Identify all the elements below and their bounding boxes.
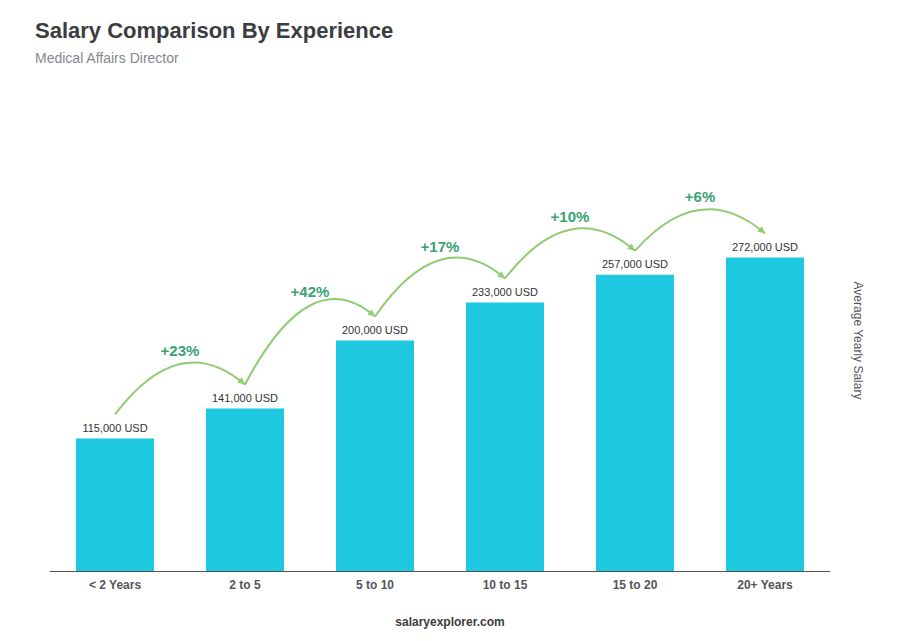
svg-text:+23%: +23% xyxy=(161,342,200,359)
svg-text:salaryexplorer.com: salaryexplorer.com xyxy=(395,615,504,629)
svg-text:233,000 USD: 233,000 USD xyxy=(472,286,538,298)
svg-text:Average Yearly Salary: Average Yearly Salary xyxy=(851,282,865,400)
svg-text:272,000 USD: 272,000 USD xyxy=(732,241,798,253)
svg-text:141,000 USD: 141,000 USD xyxy=(212,392,278,404)
svg-text:+17%: +17% xyxy=(421,238,460,255)
svg-text:Medical Affairs Director: Medical Affairs Director xyxy=(35,50,179,66)
svg-text:+42%: +42% xyxy=(291,283,330,300)
svg-text:< 2 Years: < 2 Years xyxy=(89,578,141,592)
svg-text:Salary Comparison By Experienc: Salary Comparison By Experience xyxy=(35,18,393,43)
svg-text:20+ Years: 20+ Years xyxy=(737,578,793,592)
svg-text:+6%: +6% xyxy=(685,188,715,205)
svg-text:257,000 USD: 257,000 USD xyxy=(602,258,668,270)
svg-text:10 to 15: 10 to 15 xyxy=(483,578,528,592)
svg-text:+10%: +10% xyxy=(551,208,590,225)
svg-text:200,000 USD: 200,000 USD xyxy=(342,324,408,336)
svg-text:2 to 5: 2 to 5 xyxy=(229,578,261,592)
svg-text:5 to 10: 5 to 10 xyxy=(356,578,394,592)
svg-text:115,000 USD: 115,000 USD xyxy=(82,422,147,434)
svg-text:15 to 20: 15 to 20 xyxy=(613,578,658,592)
